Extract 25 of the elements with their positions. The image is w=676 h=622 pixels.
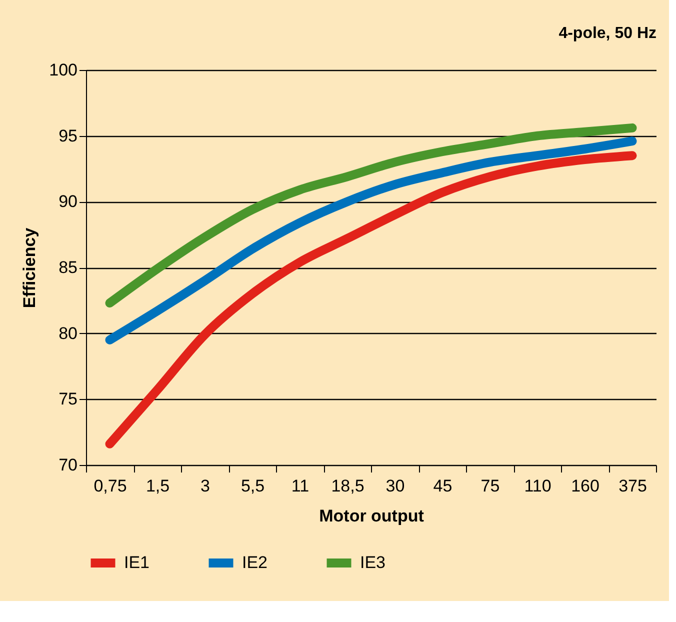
x-tick-label: 375 bbox=[618, 476, 647, 496]
y-tick-label: 80 bbox=[58, 324, 78, 343]
x-tick-label: 11 bbox=[291, 476, 310, 496]
x-tick-label: 0,75 bbox=[94, 476, 127, 496]
x-tick-label: 18,5 bbox=[331, 476, 364, 496]
legend-label: IE3 bbox=[360, 553, 386, 572]
chart-title: 4-pole, 50 Hz bbox=[558, 25, 656, 42]
y-tick-label: 70 bbox=[58, 456, 78, 474]
y-tick-label: 75 bbox=[58, 390, 78, 409]
legend-label: IE1 bbox=[124, 553, 150, 572]
x-axis-title: Motor output bbox=[319, 506, 424, 526]
x-tick-label: 160 bbox=[571, 476, 600, 496]
x-tick-label: 3 bbox=[200, 476, 210, 496]
y-tick-label: 85 bbox=[58, 258, 78, 277]
x-tick-label: 110 bbox=[524, 476, 552, 496]
y-tick-label: 95 bbox=[58, 126, 78, 146]
legend-label: IE2 bbox=[242, 553, 268, 572]
y-axis-title: Efficiency bbox=[20, 227, 40, 308]
x-tick-label: 75 bbox=[480, 476, 500, 496]
x-tick-label: 30 bbox=[386, 476, 405, 496]
y-tick-label: 90 bbox=[58, 192, 78, 212]
x-tick-label: 1,5 bbox=[146, 476, 170, 496]
y-tick-label: 100 bbox=[49, 60, 78, 80]
x-tick-label: 5,5 bbox=[240, 476, 265, 496]
x-tick-label: 45 bbox=[433, 476, 452, 496]
